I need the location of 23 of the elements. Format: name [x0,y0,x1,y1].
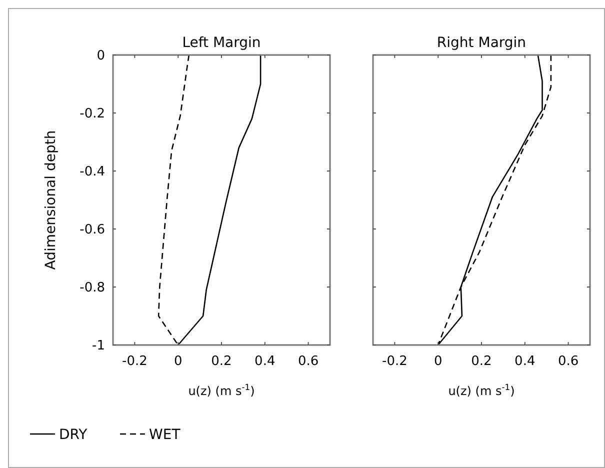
x-tick-label: 0.6 [298,354,319,369]
y-tick-label: -0.6 [80,222,105,238]
y-tick-label: -0.4 [80,164,105,180]
x-tick-label: -0.2 [382,354,408,369]
legend-label: DRY [59,427,88,443]
x-axis-title: u(z) (m s$^{-1}$) [188,382,255,398]
y-tick-label: -1 [92,338,105,354]
x-tick-label: -0.2 [122,354,148,369]
x-tick-label: 0 [434,354,442,369]
x-tick-label: 0.6 [558,354,579,369]
x-axis-title: u(z) (m s$^{-1}$) [448,382,515,398]
legend-label: WET [149,427,181,443]
y-tick-label: -0.2 [80,106,105,122]
chart-title: Left Margin [182,35,261,51]
x-tick-label: 0 [174,354,182,369]
y-axis-title: Adimensional depth [43,130,59,270]
x-tick-label: 0.4 [254,354,276,369]
x-tick-label: 0.4 [514,354,536,369]
chart-title: Right Margin [436,35,526,51]
x-tick-label: 0.2 [211,354,232,369]
y-tick-label: -0.8 [80,280,105,296]
x-tick-label: 0.2 [471,354,492,369]
y-tick-label: 0 [96,48,105,64]
